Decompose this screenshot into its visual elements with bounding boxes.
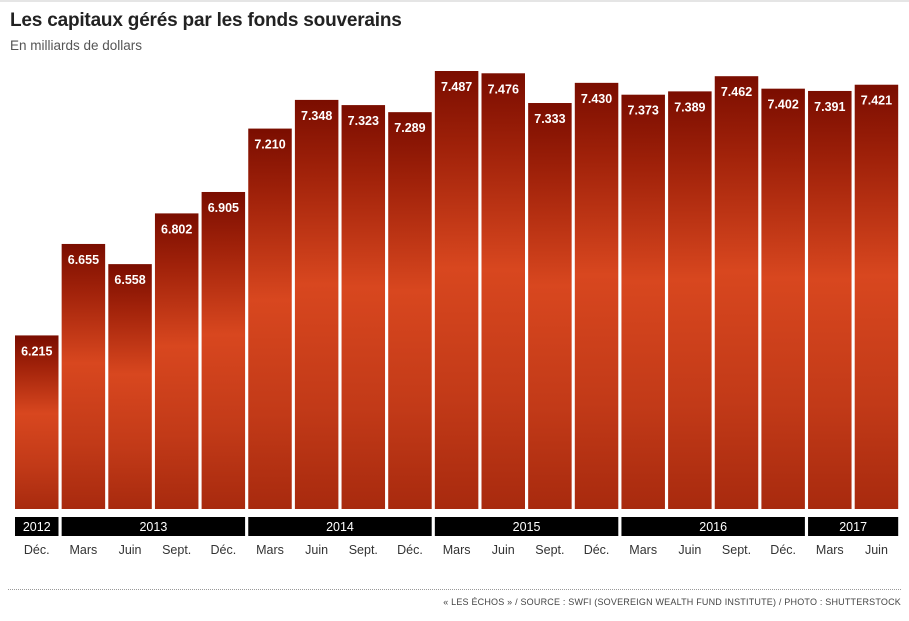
year-label-2017: 2017 xyxy=(839,520,867,534)
value-label-18: 7.421 xyxy=(861,94,892,108)
chart-title: Les capitaux gérés par les fonds souvera… xyxy=(10,10,402,31)
month-label-15: Sept. xyxy=(722,543,751,557)
top-rule xyxy=(0,0,909,2)
month-label-7: Sept. xyxy=(349,543,378,557)
bar-7 xyxy=(341,105,386,509)
month-label-5: Mars xyxy=(256,543,284,557)
month-label-16: Déc. xyxy=(770,543,796,557)
value-label-4: 6.905 xyxy=(208,201,239,215)
bars-layer xyxy=(15,71,899,510)
value-label-1: 6.655 xyxy=(68,253,99,267)
year-band-2012 xyxy=(15,517,59,536)
value-label-16: 7.402 xyxy=(768,98,799,112)
year-band-2017 xyxy=(808,517,899,536)
year-label-2015: 2015 xyxy=(513,520,541,534)
bar-5 xyxy=(248,128,292,510)
month-label-10: Juin xyxy=(492,543,515,557)
year-band-2013 xyxy=(61,517,246,536)
value-label-8: 7.289 xyxy=(394,121,425,135)
bar-13 xyxy=(621,94,665,509)
value-label-12: 7.430 xyxy=(581,92,612,106)
year-label-2013: 2013 xyxy=(139,520,167,534)
month-label-12: Déc. xyxy=(584,543,610,557)
bar-10 xyxy=(481,73,525,509)
month-label-8: Déc. xyxy=(397,543,423,557)
month-label-1: Mars xyxy=(70,543,98,557)
month-label-9: Mars xyxy=(443,543,471,557)
month-label-14: Juin xyxy=(678,543,701,557)
bar-6 xyxy=(294,99,339,509)
bar-1 xyxy=(61,243,106,510)
value-label-14: 7.389 xyxy=(674,100,705,114)
bar-18 xyxy=(854,84,899,510)
bar-chart: 6.215 6.655 6.558 6.802 6.905 7.210 7.348 7.323… xyxy=(15,71,899,557)
year-label-2012: 2012 xyxy=(23,520,51,534)
value-label-3: 6.802 xyxy=(161,222,192,236)
month-label-11: Sept. xyxy=(535,543,564,557)
bar-16 xyxy=(761,88,805,509)
year-band-2015 xyxy=(434,517,619,536)
value-label-9: 7.487 xyxy=(441,80,472,94)
month-labels-layer: Déc. Mars Juin Sept. Déc. Mars Juin Sept. Déc. Ma… xyxy=(24,543,888,557)
year-bands-layer: 2012 2013 2014 2015 2016 2017 xyxy=(15,517,899,536)
footer-divider xyxy=(8,589,901,590)
bar-4 xyxy=(201,191,246,509)
bar-0 xyxy=(15,335,59,509)
value-label-17: 7.391 xyxy=(814,100,845,114)
month-label-3: Sept. xyxy=(162,543,191,557)
month-label-18: Juin xyxy=(865,543,888,557)
month-label-0: Déc. xyxy=(24,543,50,557)
month-label-4: Déc. xyxy=(210,543,236,557)
value-label-11: 7.333 xyxy=(534,112,565,126)
month-label-13: Mars xyxy=(629,543,657,557)
value-label-10: 7.476 xyxy=(488,82,519,96)
value-labels-layer: 6.215 6.655 6.558 6.802 6.905 7.210 7.348 7.323… xyxy=(21,80,892,358)
bar-12 xyxy=(574,82,619,510)
year-label-2016: 2016 xyxy=(699,520,727,534)
source-credit: « LES ÉCHOS » / SOURCE : SWFI (SOVEREIGN… xyxy=(443,597,901,607)
value-label-15: 7.462 xyxy=(721,85,752,99)
bar-15 xyxy=(714,76,759,509)
year-band-2016 xyxy=(621,517,805,536)
bar-11 xyxy=(528,103,572,509)
chart-subtitle: En milliards de dollars xyxy=(10,38,143,53)
month-label-6: Juin xyxy=(305,543,328,557)
value-label-13: 7.373 xyxy=(628,104,659,118)
bar-17 xyxy=(808,90,852,510)
bar-8 xyxy=(388,112,432,509)
month-label-17: Mars xyxy=(816,543,844,557)
value-label-6: 7.348 xyxy=(301,109,332,123)
month-label-2: Juin xyxy=(119,543,142,557)
bar-9 xyxy=(434,71,479,509)
bar-3 xyxy=(154,213,199,509)
bar-2 xyxy=(108,264,152,509)
value-label-7: 7.323 xyxy=(348,114,379,128)
value-label-5: 7.210 xyxy=(254,138,285,152)
year-band-2014 xyxy=(248,517,432,536)
bar-14 xyxy=(668,91,712,509)
value-label-0: 6.215 xyxy=(21,344,52,358)
year-label-2014: 2014 xyxy=(326,520,354,534)
value-label-2: 6.558 xyxy=(114,273,145,287)
